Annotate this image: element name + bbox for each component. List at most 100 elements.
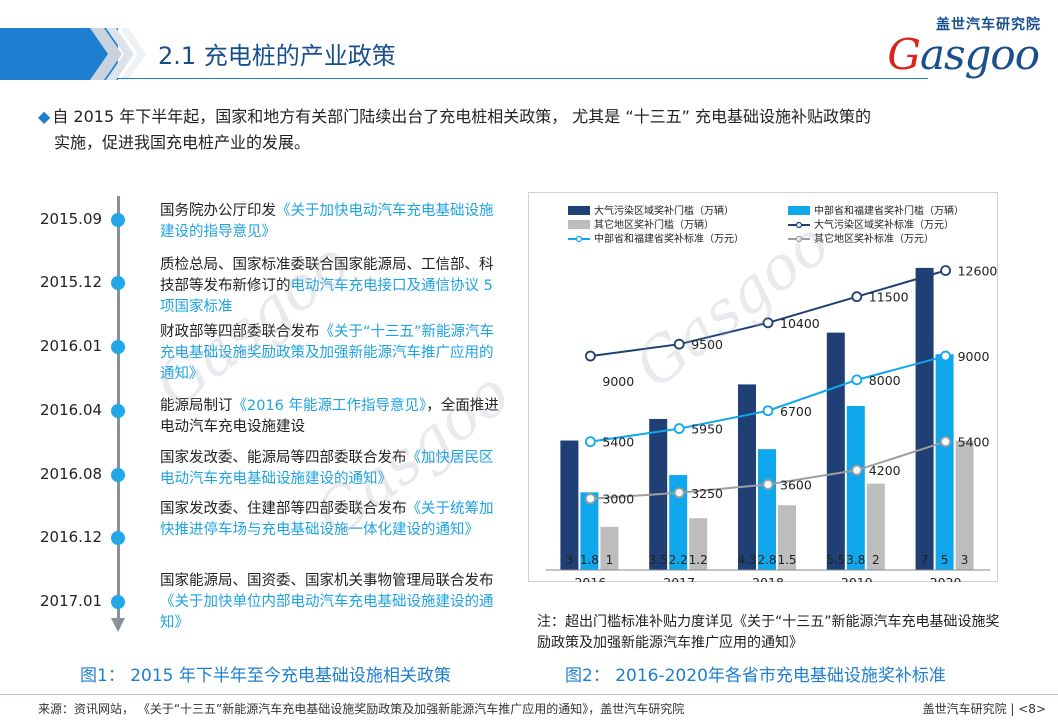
timeline-event: 国家能源局、国资委、国家机关事物管理局联合发布《关于加快单位内部电动汽车充电基础… xyxy=(160,573,494,631)
timeline-dot xyxy=(111,404,125,418)
timeline-dot xyxy=(111,531,125,545)
bar-value-label: 3 xyxy=(961,553,969,567)
diamond-bullet-icon: ◆ xyxy=(38,107,51,126)
timeline-date: 2015.12 xyxy=(40,273,103,291)
line-value-label: 5400 xyxy=(602,435,634,450)
timeline-dot xyxy=(111,213,125,227)
line-value-label: 11500 xyxy=(869,290,909,305)
chart-bar xyxy=(915,267,934,570)
timeline-event: 国家发改委、能源局等四部委联合发布《加快居民区电动汽车充电基础设施建设的通知》 xyxy=(160,450,494,487)
x-tick-label: 2017 xyxy=(663,575,695,582)
line-value-label: 9500 xyxy=(691,337,723,352)
chart-bar xyxy=(560,440,579,570)
line-point xyxy=(940,436,952,448)
line-point xyxy=(940,350,952,362)
line-value-label: 9000 xyxy=(602,374,634,389)
chart-bar xyxy=(600,526,619,570)
bar-value-label: 7 xyxy=(921,553,929,567)
line-point xyxy=(673,423,685,434)
line-value-label: 3600 xyxy=(780,477,812,492)
line-value-label: 3250 xyxy=(691,486,723,501)
bar-value-label: 2 xyxy=(872,553,880,567)
bar-value-label: 1.8 xyxy=(580,553,599,567)
chart-bar xyxy=(669,475,688,570)
page-title: 2.1 充电桩的产业政策 xyxy=(158,42,396,70)
figure2-caption: 图2： 2016-2020年各省市充电基础设施奖补标准 xyxy=(565,666,946,686)
line-point xyxy=(673,338,685,350)
timeline-arrow-icon xyxy=(111,618,125,632)
chart-note: 注：超出门槛标准补贴力度详见《关于“十三五”新能源汽车充电基础设施奖励政策及加强… xyxy=(537,614,1000,651)
timeline-date: 2016.01 xyxy=(40,337,103,355)
line-value-label: 4200 xyxy=(869,463,901,478)
footer-brand-page: 盖世汽车研究院 | <8> xyxy=(922,702,1046,716)
timeline-date: 2017.01 xyxy=(40,592,103,610)
legend-swatch xyxy=(788,206,810,215)
timeline-event: 国务院办公厅印发《关于加快电动汽车充电基础设施建设的指导意见》 xyxy=(160,203,494,240)
chart-bar xyxy=(955,440,974,570)
line-value-label: 8000 xyxy=(869,373,901,388)
legend-marker xyxy=(575,235,583,243)
footer-source: 来源：资讯网站， 《关于“十三五”新能源汽车充电基础设施奖励政策及加强新能源汽车… xyxy=(38,702,685,716)
timeline-event: 质检总局、国家标准委联合国家能源局、工信部、科技部等发布新修订的电动汽车充电接口… xyxy=(160,257,494,315)
bar-value-label: 2.8 xyxy=(757,553,776,567)
x-tick-label: 2019 xyxy=(841,575,873,582)
legend-label: 其它地区奖补标准（万元） xyxy=(814,232,934,245)
line-value-label: 9000 xyxy=(958,349,990,364)
line-point xyxy=(673,487,685,499)
line-point xyxy=(940,265,952,276)
chart-bar xyxy=(689,518,708,570)
line-value-label: 3000 xyxy=(602,492,634,507)
line-value-label: 5950 xyxy=(691,422,723,437)
bar-value-label: 1 xyxy=(606,553,614,567)
line-point xyxy=(762,317,774,329)
bar-value-label: 5 xyxy=(941,553,949,567)
line-value-label: 10400 xyxy=(780,316,820,331)
timeline-dot xyxy=(111,595,125,609)
line-point xyxy=(762,479,774,490)
legend-marker xyxy=(795,221,803,229)
line-value-label: 12600 xyxy=(958,264,998,279)
chart-bar xyxy=(866,483,885,570)
figure1-caption: 图1： 2015 年下半年至今充电基础设施相关政策 xyxy=(80,666,451,686)
chart-bar xyxy=(738,384,756,570)
bar-value-label: 1.2 xyxy=(689,553,708,567)
x-tick-label: 2016 xyxy=(574,575,606,582)
timeline-dot xyxy=(111,340,125,354)
chart-bar xyxy=(778,505,796,570)
bar-value-label: 3 xyxy=(566,553,574,567)
bar-value-label: 3.5 xyxy=(649,553,668,567)
bar-value-label: 4.3 xyxy=(737,553,756,567)
timeline-dot xyxy=(111,276,125,290)
line-value-label: 5400 xyxy=(958,435,990,450)
line-point xyxy=(762,405,774,417)
line-point xyxy=(851,464,863,476)
timeline-date: 2016.08 xyxy=(40,465,103,483)
legend-label: 大气污染区域奖补标准（万元） xyxy=(814,218,954,231)
gasgoo-logo: 盖世汽车研究院 Gasgoo xyxy=(865,14,1045,79)
bar-value-label: 1.5 xyxy=(777,553,796,567)
logo-english-text: Gasgoo xyxy=(887,30,1040,79)
timeline-date: 2016.12 xyxy=(40,528,103,546)
timeline-date: 2016.04 xyxy=(40,401,103,419)
legend-label: 大气污染区域奖补门槛（万辆） xyxy=(594,204,734,217)
legend-label: 中部省和福建省奖补门槛（万辆） xyxy=(814,204,964,217)
header-rule xyxy=(118,78,928,79)
line-point xyxy=(585,493,596,505)
timeline-date: 2015.09 xyxy=(40,210,103,228)
timeline-event: 国家发改委、住建部等四部委联合发布《关于统筹加快推进停车场与充电基础设施一体化建… xyxy=(160,501,494,538)
line-point xyxy=(851,374,863,386)
bar-value-label: 5.5 xyxy=(826,553,845,567)
chart-bar xyxy=(846,406,865,570)
chart-bar xyxy=(758,449,776,570)
legend-label: 其它地区奖补门槛（万辆） xyxy=(594,218,714,231)
chevron-decoration-icon xyxy=(90,28,146,80)
bar-value-label: 3.8 xyxy=(846,553,865,567)
timeline-event: 能源局制订《2016 年能源工作指导意见》，全面推进电动汽车充电设施建设 xyxy=(160,398,499,435)
chart-bar xyxy=(580,492,599,570)
intro-paragraph: ◆ 自 2015 年下半年起，国家和地方有关部门陆续出台了充电桩相关政策， 尤其是… xyxy=(38,107,872,152)
timeline-event: 财政部等四部委联合发布《关于“十三五”新能源汽车充电基础设施奖励政策及加强新能源… xyxy=(160,324,495,382)
subsidy-chart: 3 1.8 1 2016 3.52.21.2 2017 4.32.81.5 2018 5.53.… xyxy=(528,192,998,582)
legend-marker xyxy=(795,235,803,243)
timeline-dot xyxy=(111,468,125,482)
